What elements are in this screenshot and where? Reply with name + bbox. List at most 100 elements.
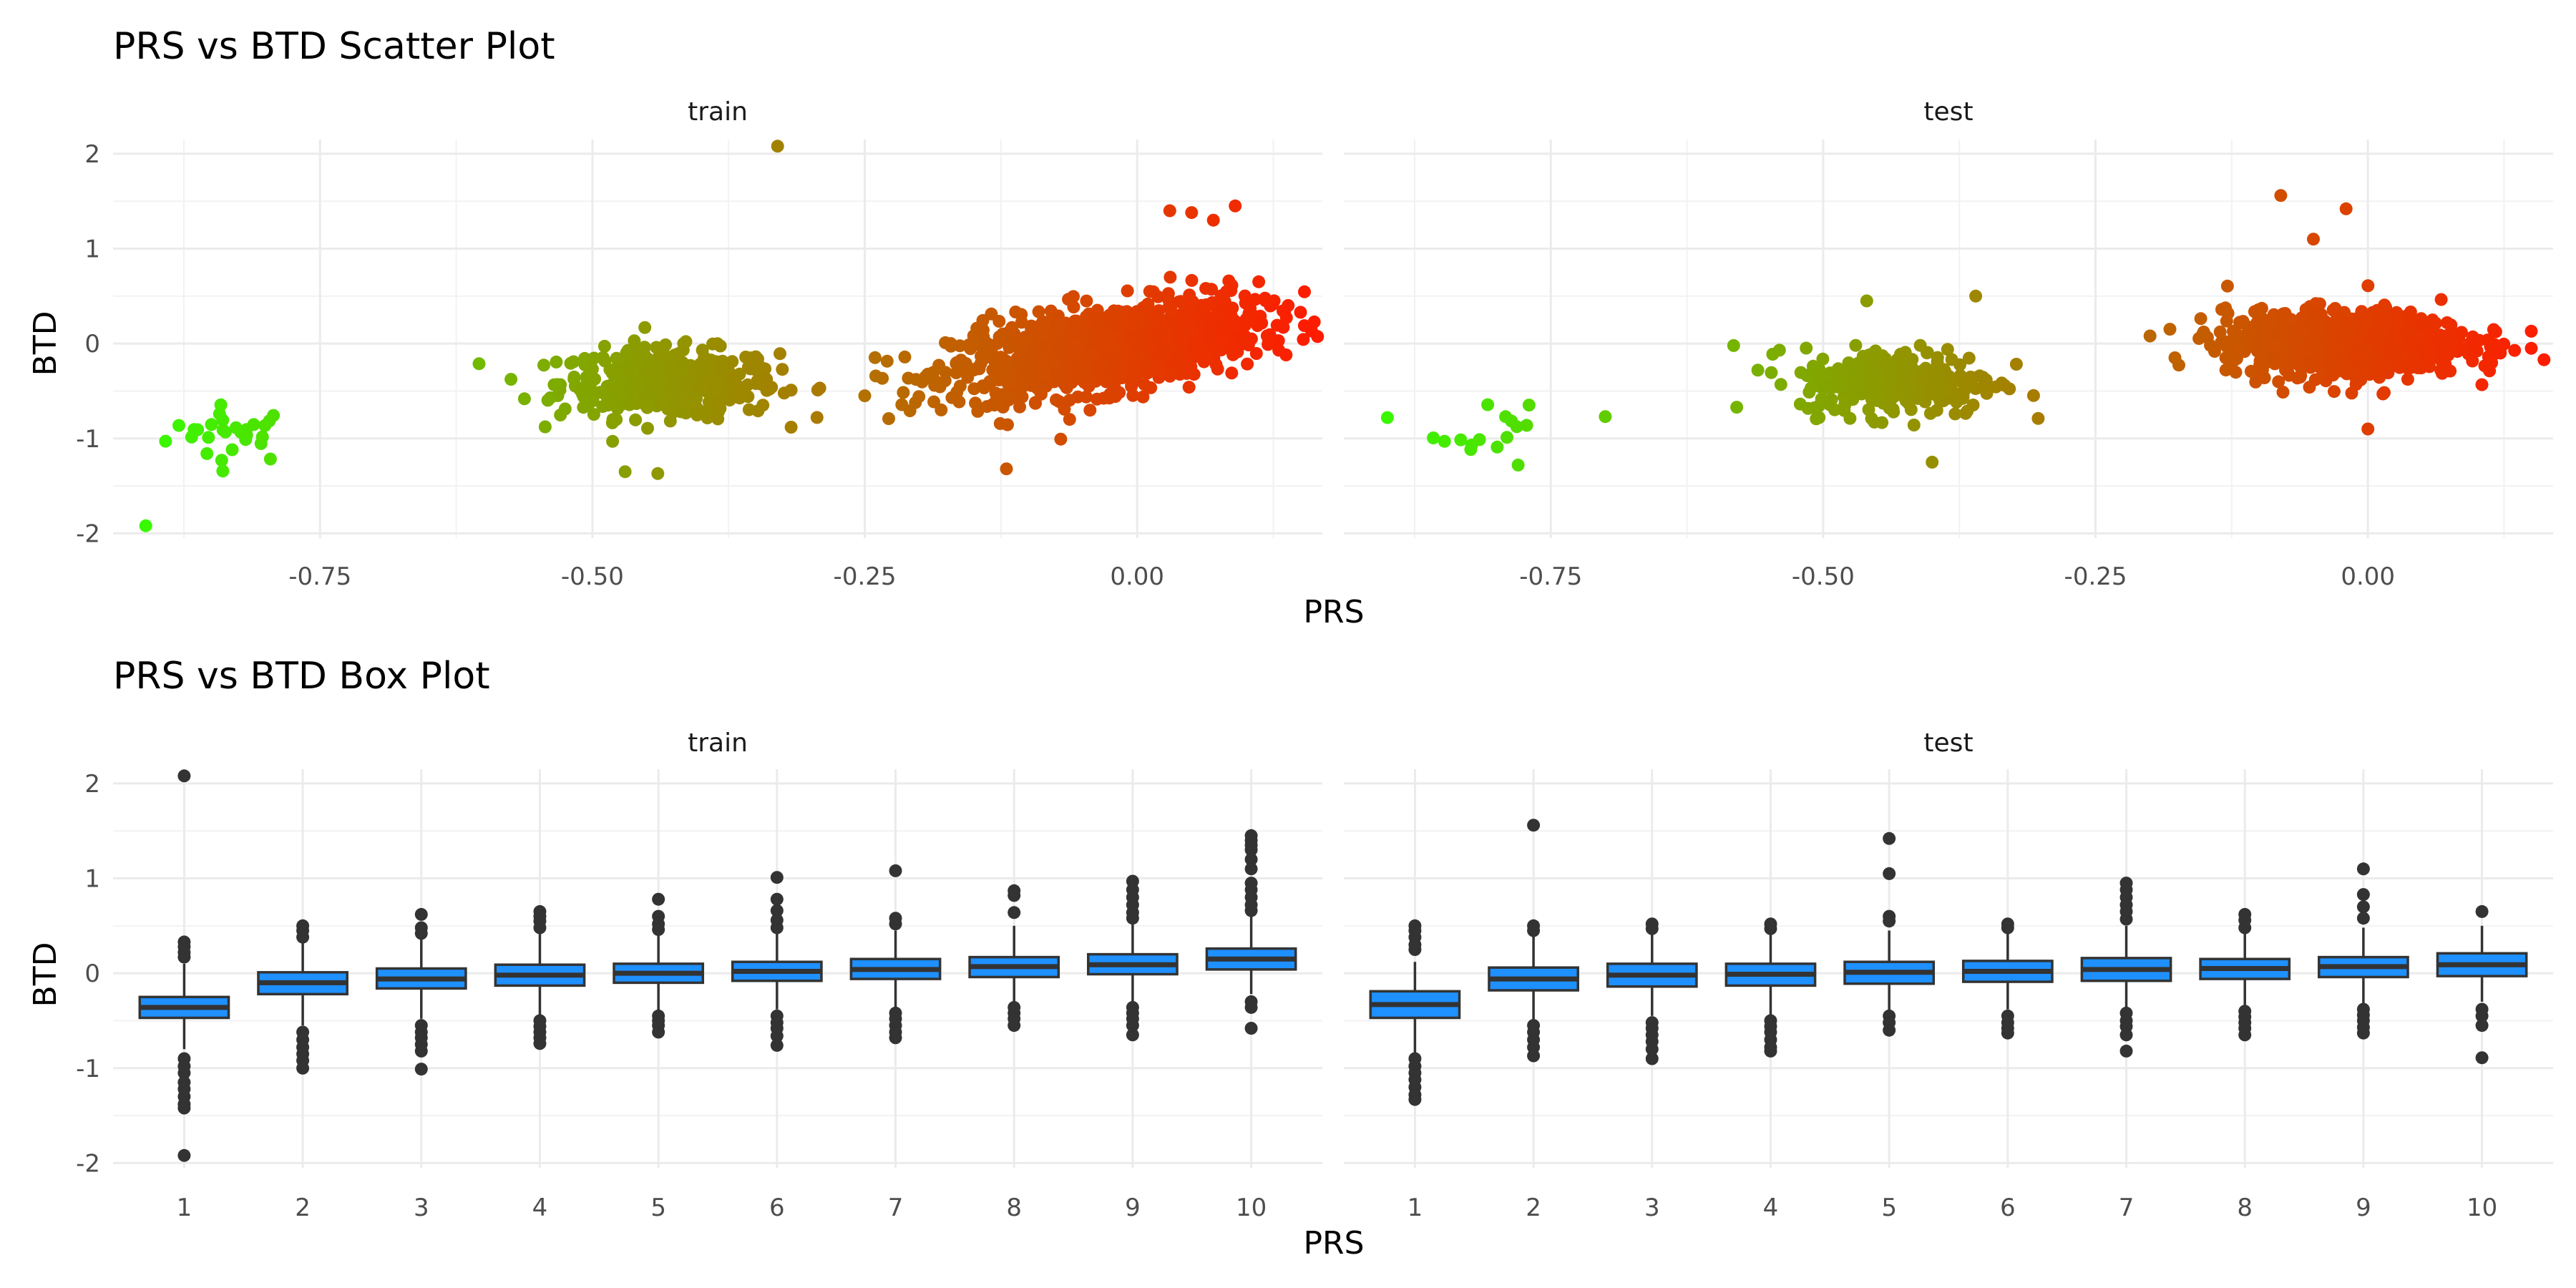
scatter-point: [1049, 369, 1063, 383]
scatter-point: [2272, 375, 2285, 389]
scatter-point: [1727, 338, 1740, 352]
box-4: [1724, 917, 1817, 1058]
scatter-point: [1174, 295, 1188, 308]
scatter-point: [935, 403, 948, 416]
box-4: [494, 904, 586, 1050]
box-outlier-point: [2119, 1028, 2133, 1042]
scatter-x-axis: -0.75 -0.50 -0.25 0.00 -0.75 -0.50 -0.25 0.00: [288, 562, 2395, 591]
scatter-point: [1868, 415, 1881, 429]
scatter-point: [537, 358, 550, 372]
box-x-tick-label: 6: [2000, 1194, 2016, 1222]
scatter-point: [724, 381, 738, 395]
scatter-point: [1100, 328, 1113, 342]
scatter-point: [1151, 324, 1164, 338]
scatter-point: [1255, 316, 1269, 330]
scatter-point: [2283, 369, 2296, 382]
scatter-point: [1152, 350, 1166, 364]
scatter-point: [1216, 291, 1230, 304]
box-3: [1606, 917, 1698, 1065]
scatter-point: [587, 351, 601, 365]
scatter-point: [1862, 403, 1875, 416]
scatter-point: [1136, 390, 1150, 404]
scatter-point: [2440, 316, 2454, 329]
scatter-point: [2361, 279, 2375, 293]
scatter-point: [1473, 433, 1486, 447]
scatter-point: [784, 384, 798, 397]
scatter-point: [620, 346, 633, 360]
box-outlier-point: [1244, 1000, 1258, 1014]
scatter-point: [2326, 303, 2340, 317]
scatter-point: [2194, 312, 2207, 326]
scatter-point: [538, 420, 552, 434]
scatter-point: [1813, 411, 1826, 424]
box-5: [1843, 831, 1936, 1037]
scatter-point: [1800, 341, 1813, 355]
scatter-point: [1438, 434, 1451, 448]
scatter-point: [962, 338, 976, 351]
scatter-point: [1907, 419, 1921, 431]
scatter-point: [1150, 310, 1163, 323]
scatter-point: [950, 366, 963, 379]
scatter-point: [2351, 355, 2365, 369]
scatter-point: [784, 421, 798, 434]
scatter-point: [1082, 376, 1096, 389]
scatter-point: [1016, 380, 1029, 394]
box-outlier-point: [770, 921, 784, 935]
scatter-point: [1032, 305, 1045, 318]
scatter-point: [638, 321, 652, 334]
scatter-point: [247, 418, 260, 431]
box-x-tick-label: 1: [177, 1194, 192, 1222]
scatter-point: [2417, 319, 2431, 333]
scatter-point: [1941, 343, 1954, 356]
scatter-point: [1035, 359, 1048, 373]
scatter-point: [1089, 313, 1102, 326]
scatter-point: [996, 388, 1010, 401]
box-outlier-point: [414, 927, 428, 940]
scatter-point: [1751, 364, 1765, 377]
scatter-point: [730, 369, 743, 383]
scatter-point: [578, 351, 592, 365]
scatter-point: [674, 365, 687, 379]
scatter-point: [240, 429, 253, 441]
box-6: [731, 871, 823, 1052]
scatter-point: [869, 369, 882, 383]
scatter-point: [598, 354, 612, 368]
box-x-tick-label: 7: [888, 1194, 904, 1222]
box-outlier-point: [1126, 1019, 1139, 1033]
scatter-point: [2261, 320, 2275, 333]
scatter-point: [679, 335, 693, 348]
scatter-point: [748, 363, 761, 376]
scatter-point: [985, 398, 999, 411]
box-outlier-point: [652, 923, 665, 937]
scatter-point: [2508, 343, 2522, 357]
scatter-point: [1262, 338, 1275, 351]
scatter-point: [858, 389, 872, 403]
box-outlier-point: [177, 769, 191, 783]
scatter-point: [712, 405, 725, 419]
scatter-point: [1805, 381, 1818, 395]
scatter-point: [582, 397, 595, 411]
box-x-axis-label: PRS: [1303, 1225, 1364, 1262]
scatter-point: [1501, 431, 1513, 444]
scatter-point: [2478, 359, 2492, 373]
scatter-point: [2421, 350, 2435, 364]
box-6: [1961, 917, 2054, 1040]
scatter-point: [1125, 378, 1138, 391]
scatter-point: [610, 351, 623, 365]
scatter-point: [1599, 410, 1612, 424]
box-outlier-point: [533, 921, 547, 935]
scatter-point: [1085, 348, 1099, 361]
scatter-point: [1238, 289, 1252, 303]
scatter-point: [1036, 369, 1050, 383]
scatter-point: [641, 421, 654, 435]
scatter-point: [504, 373, 518, 386]
scatter-x-tick-label: -0.25: [2064, 562, 2127, 591]
scatter-point: [1126, 308, 1140, 322]
scatter-point: [969, 396, 982, 410]
scatter-point: [1153, 364, 1167, 378]
scatter-point: [2026, 389, 2040, 402]
scatter-point: [1297, 319, 1311, 333]
scatter-x-tick-label: 0.00: [1110, 562, 1164, 591]
scatter-point: [2276, 386, 2290, 399]
scatter-point: [1062, 293, 1075, 306]
